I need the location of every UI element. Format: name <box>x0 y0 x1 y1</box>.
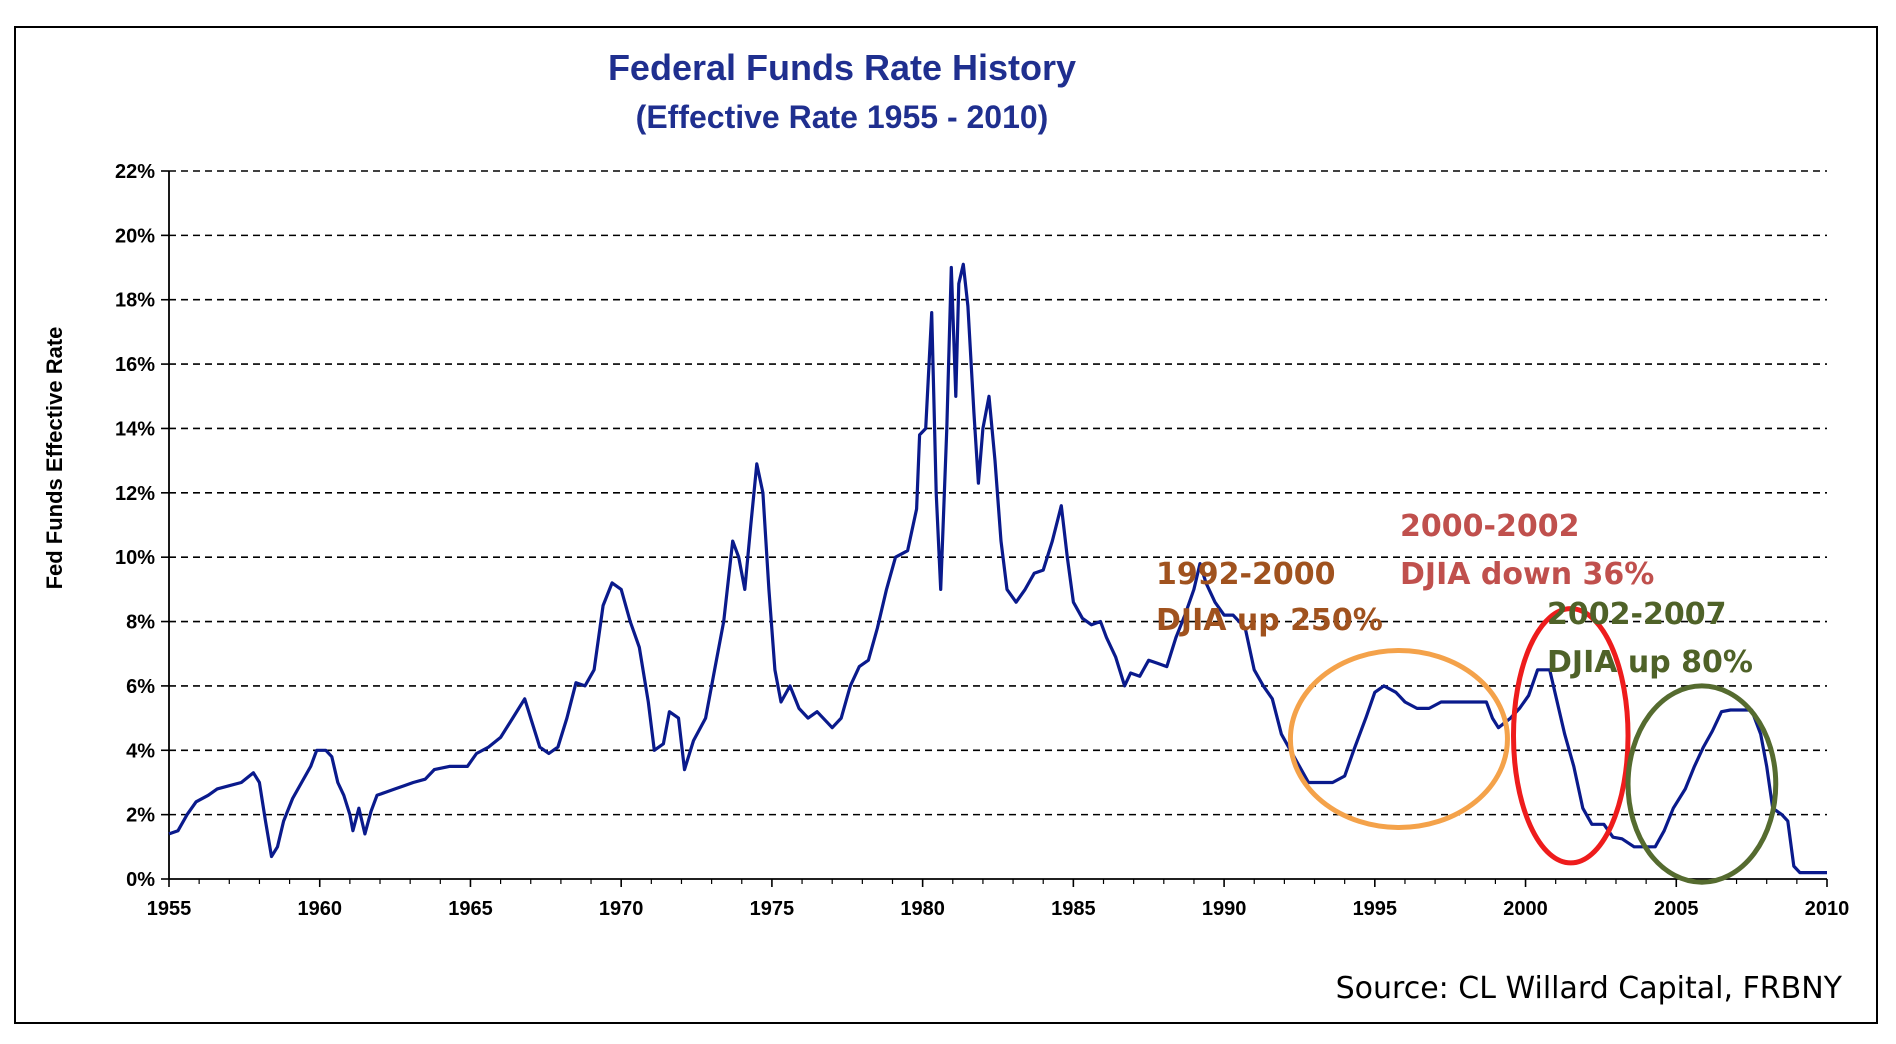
chart-frame: Federal Funds Rate History (Effective Ra… <box>14 26 1878 1024</box>
x-tick-label: 2000 <box>1503 898 1548 920</box>
y-tick-label: 14% <box>115 418 155 440</box>
x-tick-label: 1965 <box>448 898 493 920</box>
chart-subtitle: (Effective Rate 1955 - 2010) <box>636 99 1049 135</box>
annotation-ellipse <box>1625 683 1779 885</box>
x-tick-label: 2005 <box>1654 898 1699 920</box>
y-tick-label: 18% <box>115 290 155 312</box>
annotations: 1992-2000 DJIA up 250% 2000-2002 DJIA down … <box>1156 509 1779 885</box>
y-tick-label: 0% <box>126 869 155 891</box>
x-tick-labels: 1955 1960 1965 1970 1975 1980 1985 1990 1995 2000… <box>147 898 1850 920</box>
annotation-djia-change: DJIA up 80% <box>1547 645 1753 680</box>
axes <box>161 170 1828 887</box>
x-tick-label: 1955 <box>147 898 192 920</box>
annotation-ellipse <box>1287 648 1510 831</box>
y-tick-label: 6% <box>126 676 155 698</box>
y-tick-label: 22% <box>115 161 155 183</box>
x-tick-label: 1985 <box>1051 898 1096 920</box>
y-tick-label: 10% <box>115 547 155 569</box>
series-line-fed-funds-rate <box>168 262 1827 875</box>
x-tick-label: 1995 <box>1353 898 1398 920</box>
annotation-period: 1992-2000 <box>1156 557 1335 592</box>
y-tick-label: 8% <box>126 612 155 634</box>
y-tick-label: 20% <box>115 225 155 247</box>
x-tick-label: 1970 <box>599 898 644 920</box>
annotation-ellipse <box>1510 606 1631 866</box>
y-axis-label: Fed Funds Effective Rate <box>42 327 67 590</box>
x-tick-label: 1960 <box>297 898 342 920</box>
annotation-period: 2002-2007 <box>1547 597 1726 632</box>
y-tick-label: 2% <box>126 805 155 827</box>
y-tick-label: 16% <box>115 354 155 376</box>
x-tick-label: 2010 <box>1805 898 1850 920</box>
annotation-period: 2000-2002 <box>1400 509 1579 544</box>
annotation-djia-change: DJIA up 250% <box>1156 603 1383 638</box>
source-note: Source: CL Willard Capital, FRBNY <box>1336 971 1843 1006</box>
x-tick-label: 1980 <box>900 898 945 920</box>
chart-title: Federal Funds Rate History <box>608 47 1076 88</box>
chart: Federal Funds Rate History (Effective Ra… <box>42 47 1850 1006</box>
y-tick-label: 12% <box>115 483 155 505</box>
series <box>168 262 1827 875</box>
x-tick-label: 1975 <box>750 898 795 920</box>
y-tick-label: 4% <box>126 740 155 762</box>
x-tick-label: 1990 <box>1202 898 1247 920</box>
y-tick-labels: 0% 2% 4% 6% 8% 10% 12% 14% 16% 18% 20% 22% <box>115 161 155 891</box>
annotation-djia-change: DJIA down 36% <box>1400 557 1654 592</box>
